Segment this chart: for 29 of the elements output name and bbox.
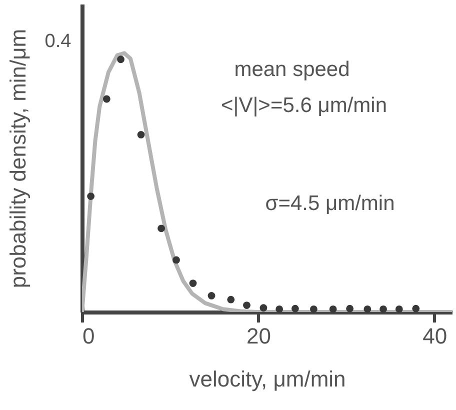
point xyxy=(137,131,145,138)
point xyxy=(172,256,180,264)
point xyxy=(117,56,124,64)
point xyxy=(243,302,250,309)
annotation: mean speed xyxy=(234,58,350,81)
x-tick-label: 20 xyxy=(246,324,271,348)
point xyxy=(260,304,268,312)
point xyxy=(276,305,284,313)
point xyxy=(158,224,165,232)
point xyxy=(364,305,372,313)
y-axis-title: probability density, min/μm xyxy=(6,28,30,288)
text: 0.4 xyxy=(44,31,72,52)
x-tick-label: 0 xyxy=(82,324,95,348)
annotation: σ=4.5 μm/min xyxy=(265,192,395,215)
point xyxy=(189,280,197,287)
annotation: <|V|>=5.6 μm/min xyxy=(220,94,388,117)
point xyxy=(329,305,337,313)
x-tick-label: 40 xyxy=(422,324,448,348)
x-axis-title: velocity, μm/min xyxy=(189,366,346,392)
point xyxy=(87,192,95,200)
point xyxy=(102,95,110,103)
point xyxy=(346,304,354,312)
point xyxy=(395,305,403,313)
point xyxy=(412,304,420,312)
point xyxy=(208,292,216,300)
point xyxy=(227,296,235,304)
point xyxy=(291,304,299,312)
point xyxy=(380,305,387,313)
point xyxy=(310,305,318,313)
